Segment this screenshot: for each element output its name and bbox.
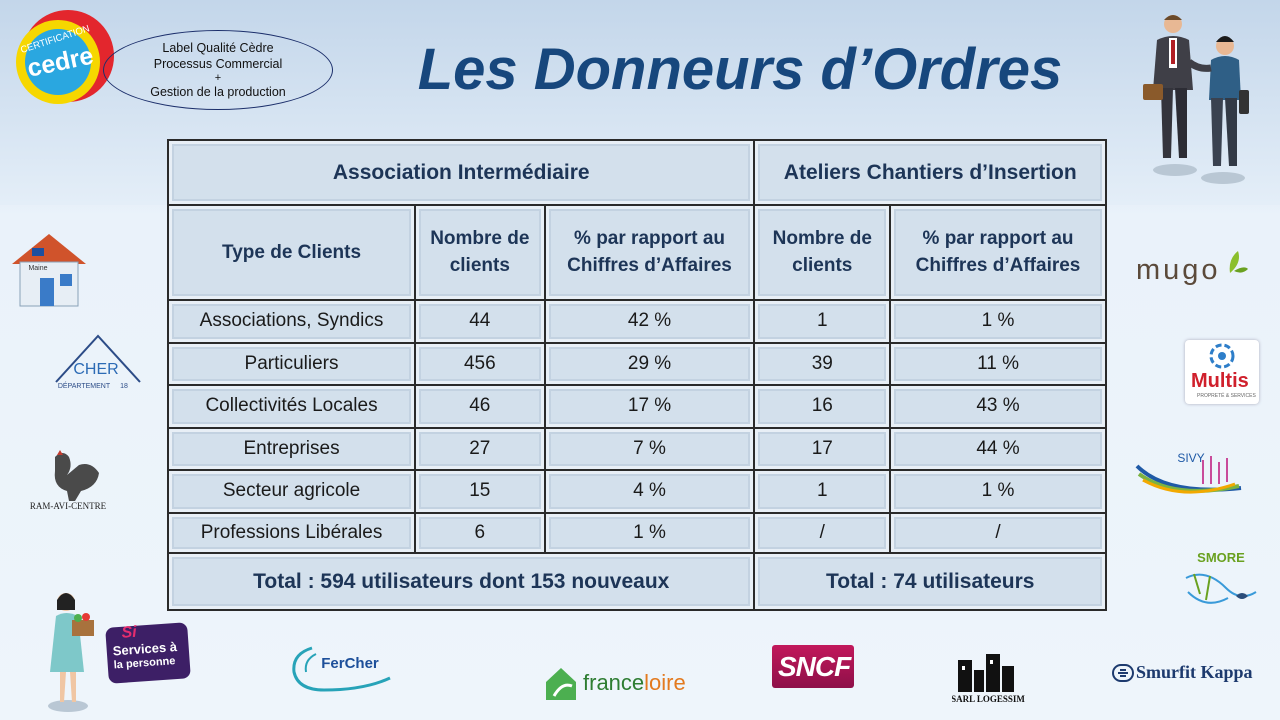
- page-title: Les Donneurs d’Ordres: [417, 37, 1063, 102]
- franceloire-house-icon: [546, 668, 576, 700]
- row-ai-pct: 42 %: [545, 301, 754, 342]
- services-a-la-personne-logo: Si Services à la personne: [105, 622, 191, 684]
- oval-line-3: +: [214, 72, 222, 84]
- smurfit-kappa-icon: [1112, 664, 1134, 682]
- total-association: Total : 594 utilisateurs dont 153 nouvea…: [169, 554, 754, 609]
- oval-line-2: Processus Commercial: [153, 57, 283, 71]
- row-aci-count: 16: [755, 386, 890, 427]
- smore-logo: SMORE: [1185, 550, 1257, 604]
- home-aide-illustration: [48, 593, 94, 712]
- clients-table: Association Intermédiaire Ateliers Chant…: [167, 139, 1107, 611]
- franceloire-part-a: france: [583, 670, 645, 695]
- row-ai-count: 27: [416, 428, 544, 470]
- handshake-illustration: [1143, 15, 1249, 184]
- row-ai-count: 46: [416, 386, 544, 427]
- row-aci-count: 17: [755, 428, 890, 470]
- row-type: Associations, Syndics: [169, 301, 415, 342]
- row-aci-pct: 1 %: [891, 471, 1105, 512]
- mugo-leaf-icon: [1229, 251, 1248, 273]
- table-row: Collectivités Locales 46 17 % 16 43 %: [169, 386, 1105, 427]
- row-type: Collectivités Locales: [169, 386, 415, 427]
- row-ai-count: 15: [416, 471, 544, 512]
- header-ai-pct: % par rapport au Chiffres d’Affaires: [545, 205, 754, 300]
- sivy-logo: SIVY: [1135, 451, 1242, 494]
- total-ateliers: Total : 74 utilisateurs: [755, 554, 1105, 609]
- row-aci-pct: 11 %: [891, 343, 1105, 385]
- oval-line-1: Label Qualité Cèdre: [162, 41, 274, 55]
- smore-text: SMORE: [1197, 550, 1245, 565]
- cedre-certification-logo: CERTIFICATION cedre: [16, 10, 114, 104]
- sivy-text: SIVY: [1177, 451, 1204, 465]
- services-si-text: Si: [120, 623, 138, 642]
- table-row: Professions Libérales 6 1 % / /: [169, 513, 1105, 553]
- ram-text: RAM-AVI-CENTRE: [30, 501, 107, 511]
- row-ai-count: 6: [416, 513, 544, 553]
- header-aci-pct: % par rapport au Chiffres d’Affaires: [891, 205, 1105, 300]
- row-type: Professions Libérales: [169, 513, 415, 553]
- table-row: Particuliers 456 29 % 39 11 %: [169, 343, 1105, 385]
- row-ai-count: 456: [416, 343, 544, 385]
- row-aci-pct: 43 %: [891, 386, 1105, 427]
- row-aci-pct: 44 %: [891, 428, 1105, 470]
- header-type-clients: Type de Clients: [169, 205, 415, 300]
- row-ai-pct: 1 %: [545, 513, 754, 553]
- header-ai-count: Nombre de clients: [416, 205, 544, 300]
- cher-main-text: CHER: [73, 361, 118, 378]
- row-ai-pct: 29 %: [545, 343, 754, 385]
- row-aci-count: 1: [755, 471, 890, 512]
- header-aci-count: Nombre de clients: [755, 205, 890, 300]
- logessim-logo: SARL LOGESSIM: [952, 654, 1025, 704]
- row-aci-pct: /: [891, 513, 1105, 553]
- multis-logo: Multis PROPRETÉ & SERVICES: [1185, 340, 1259, 404]
- oval-line-4: Gestion de la production: [150, 85, 286, 99]
- maine-label: Maine: [28, 265, 47, 272]
- multis-swirl-icon: [1209, 343, 1235, 369]
- table-row: Associations, Syndics 44 42 % 1 1 %: [169, 301, 1105, 342]
- row-type: Particuliers: [169, 343, 415, 385]
- group-header-row: Association Intermédiaire Ateliers Chant…: [169, 141, 1105, 204]
- row-ai-pct: 4 %: [545, 471, 754, 512]
- fercher-logo: FerCher: [292, 646, 391, 692]
- row-aci-count: 39: [755, 343, 890, 385]
- maine-house-icon: Maine: [12, 234, 86, 307]
- cher-sub-text: DÉPARTEMENT: [58, 381, 111, 390]
- group-header-association: Association Intermédiaire: [169, 141, 754, 204]
- group-header-ateliers: Ateliers Chantiers d’Insertion: [755, 141, 1105, 204]
- column-header-row: Type de Clients Nombre de clients % par …: [169, 205, 1105, 300]
- row-aci-count: 1: [755, 301, 890, 342]
- ram-avi-centre-logo: RAM-AVI-CENTRE: [30, 450, 107, 511]
- sncf-text: SNCF: [778, 651, 851, 682]
- quality-label-oval: Label Qualité Cèdre Processus Commercial…: [103, 30, 333, 110]
- cher-department-logo: CHER DÉPARTEMENT 18: [55, 334, 141, 390]
- multis-sub-text: PROPRETÉ & SERVICES: [1197, 393, 1256, 399]
- logessim-text: SARL LOGESSIM: [952, 694, 1025, 704]
- cher-num-text: 18: [120, 383, 128, 390]
- row-aci-count: /: [755, 513, 890, 553]
- row-ai-pct: 7 %: [545, 428, 754, 470]
- fercher-text: FerCher: [321, 655, 379, 672]
- table-row: Secteur agricole 15 4 % 1 1 %: [169, 471, 1105, 512]
- row-ai-pct: 17 %: [545, 386, 754, 427]
- table-row: Entreprises 27 7 % 17 44 %: [169, 428, 1105, 470]
- mugo-logo: mugo: [1136, 254, 1221, 286]
- totals-row: Total : 594 utilisateurs dont 153 nouvea…: [169, 554, 1105, 609]
- franceloire-text: franceloire: [583, 670, 686, 696]
- row-type: Secteur agricole: [169, 471, 415, 512]
- multis-text: Multis: [1191, 370, 1249, 392]
- row-ai-count: 44: [416, 301, 544, 342]
- row-type: Entreprises: [169, 428, 415, 470]
- smurfit-kappa-text: Smurfit Kappa: [1136, 662, 1253, 682]
- franceloire-part-b: loire: [644, 670, 686, 695]
- sncf-logo: SNCF: [772, 645, 854, 688]
- row-aci-pct: 1 %: [891, 301, 1105, 342]
